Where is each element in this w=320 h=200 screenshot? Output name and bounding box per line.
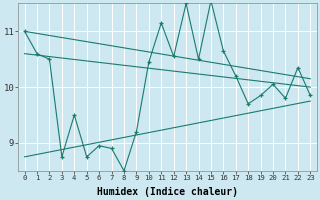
- X-axis label: Humidex (Indice chaleur): Humidex (Indice chaleur): [97, 186, 238, 197]
